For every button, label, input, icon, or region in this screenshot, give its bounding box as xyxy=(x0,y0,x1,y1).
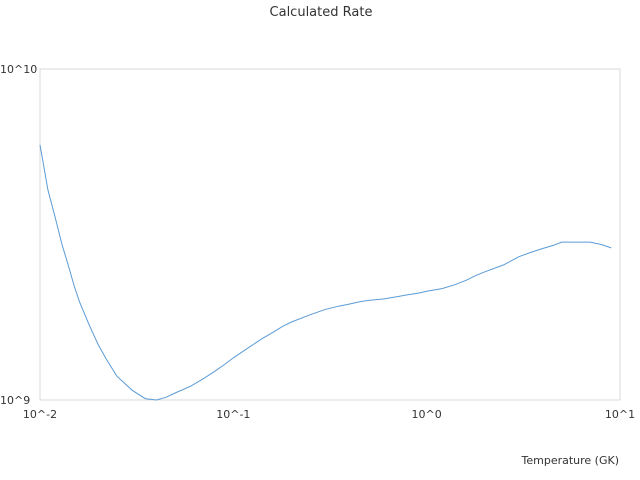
x-tick-label: 10^-1 xyxy=(216,408,250,421)
x-tick-label: 10^0 xyxy=(412,408,442,421)
y-tick-label: 10^9 xyxy=(0,394,30,407)
rate-series-line xyxy=(39,144,612,401)
y-tick-label: 10^10 xyxy=(0,63,37,76)
x-tick-label: 10^1 xyxy=(605,408,635,421)
x-axis-label: Temperature (GK) xyxy=(521,454,620,467)
chart-title: Calculated Rate xyxy=(270,5,373,20)
x-tick-label: 10^-2 xyxy=(23,408,57,421)
plot-area-border xyxy=(39,68,621,401)
